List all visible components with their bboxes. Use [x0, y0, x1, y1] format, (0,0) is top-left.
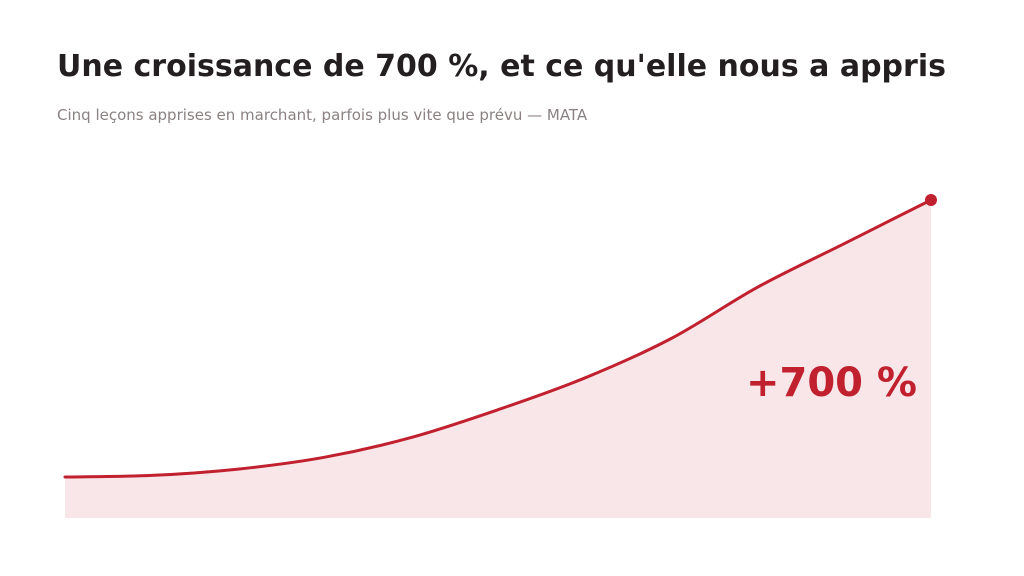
chart-subtitle: Cinq leçons apprises en marchant, parfoi…: [57, 106, 588, 124]
growth-annotation: +700 %: [746, 360, 917, 406]
chart-title: Une croissance de 700 %, et ce qu'elle n…: [57, 49, 946, 84]
plot-area: [63, 194, 937, 518]
series-line: [63, 198, 933, 479]
end-point-marker: [925, 194, 937, 206]
area-fill: [65, 200, 931, 518]
